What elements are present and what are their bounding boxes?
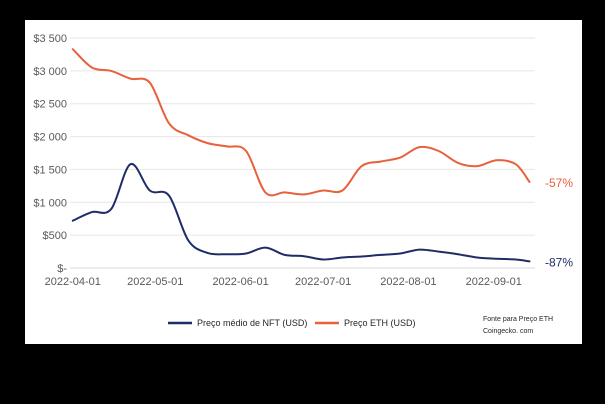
line-chart: $- $500 $1 000 $1 500 $2 000 $2 500 $3 000 $3 5… [33, 33, 573, 335]
x-tick-label: 2022-06-01 [212, 276, 268, 288]
y-tick-label: $2 000 [33, 132, 67, 144]
series-line-eth [71, 48, 531, 197]
series-line-nft [71, 163, 531, 263]
y-tick-label: $- [57, 263, 67, 275]
x-tick-label: 2022-05-01 [127, 276, 183, 288]
x-tick-label: 2022-09-01 [466, 276, 522, 288]
source-note-line1: Fonte para Preço ETH [483, 316, 553, 323]
y-tick-label: $500 [43, 230, 67, 242]
end-label-eth: -57% [545, 176, 573, 190]
y-tick-label: $2 500 [33, 99, 67, 111]
chart-card: $- $500 $1 000 $1 500 $2 000 $2 500 $3 000 $3 5… [25, 20, 582, 344]
x-tick-label: 2022-04-01 [45, 276, 101, 288]
source-note-line2: Coingecko. com [483, 328, 533, 335]
x-tick-label: 2022-08-01 [380, 276, 436, 288]
y-tick-label: $1 500 [33, 164, 67, 176]
end-label-nft: -87% [545, 255, 573, 269]
legend-label-nft: Preço médio de NFT (USD) [197, 318, 307, 328]
x-tick-label: 2022-07-01 [295, 276, 351, 288]
y-tick-label: $3 500 [33, 33, 67, 45]
y-tick-label: $3 000 [33, 66, 67, 78]
legend-label-eth: Preço ETH (USD) [344, 318, 416, 328]
y-tick-label: $1 000 [33, 197, 67, 209]
